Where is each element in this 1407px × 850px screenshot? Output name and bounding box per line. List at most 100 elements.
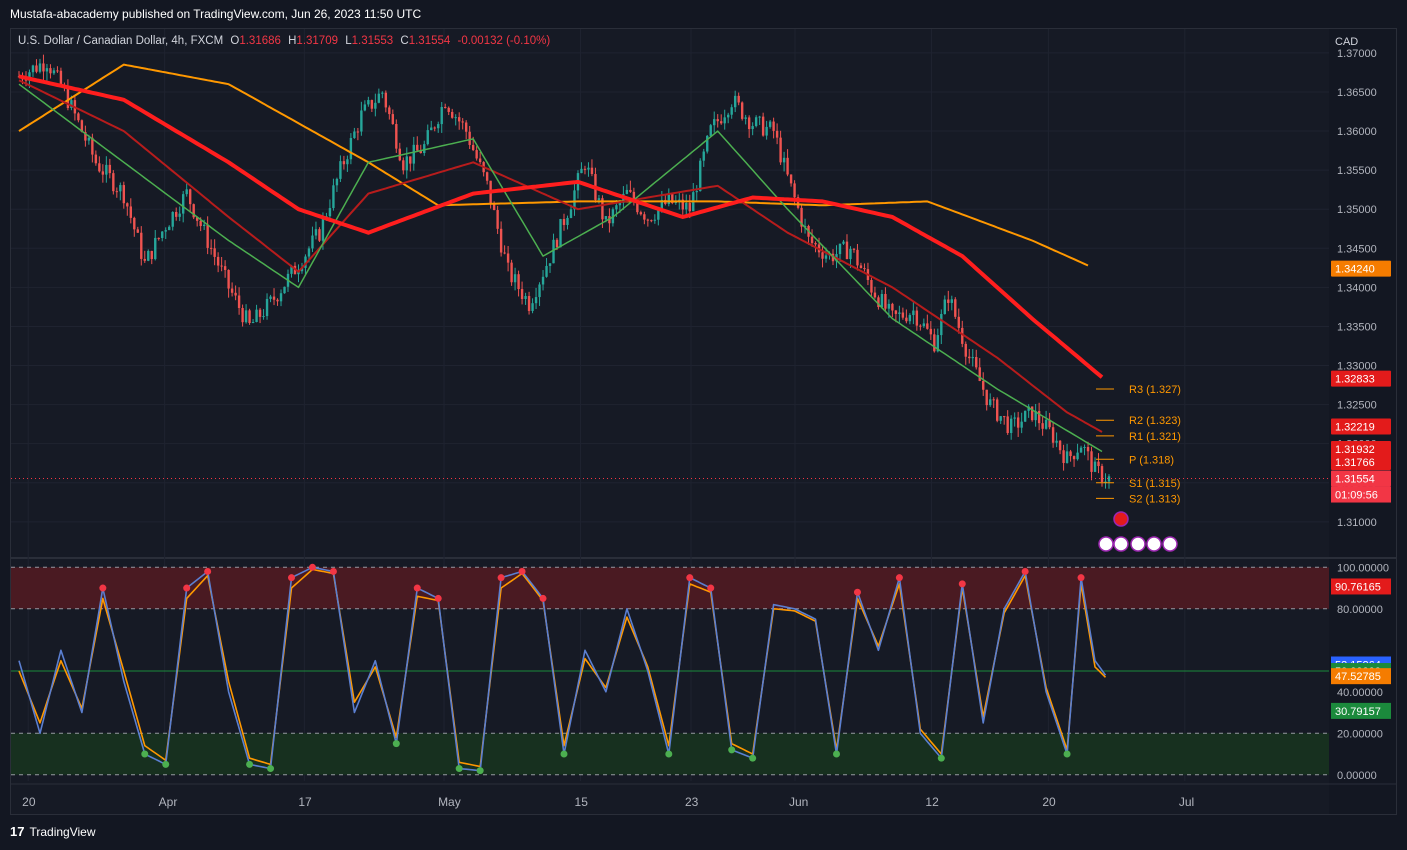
candle-down	[409, 156, 412, 164]
us-flag-event-icon[interactable]	[1113, 536, 1129, 552]
candle-up	[119, 185, 122, 192]
candle-up	[936, 335, 940, 352]
candle-up	[105, 164, 108, 175]
stoch-overbought-dot	[99, 584, 107, 592]
candle-down	[720, 121, 723, 124]
candle-down	[761, 116, 765, 136]
candle-down	[629, 189, 632, 192]
candle-up	[255, 309, 258, 322]
candle-up	[381, 92, 384, 94]
candle-up	[838, 243, 842, 255]
candle-up	[437, 124, 440, 129]
tradingview-logo[interactable]: 17 TradingView	[10, 824, 96, 839]
candle-up	[880, 294, 884, 308]
candle-up	[524, 296, 527, 300]
chart-frame[interactable]: 1.37000 1.36500 1.36000 1.35500 1.35000 1.345…	[10, 28, 1397, 815]
candle-down	[24, 79, 28, 81]
us-flag-event-icon[interactable]	[1162, 536, 1178, 552]
candle-down	[276, 299, 279, 302]
candle-up	[440, 106, 443, 125]
candle-up	[377, 93, 381, 103]
candle-down	[157, 237, 160, 239]
candle-up	[1055, 440, 1058, 443]
candle-down	[985, 389, 988, 406]
symbol-name[interactable]: U.S. Dollar / Canadian Dollar, 4h, FXCM	[18, 35, 224, 47]
stoch-k-line	[18, 566, 1107, 772]
y-tick-label: 1.34500	[1337, 243, 1377, 255]
candle-up	[898, 312, 901, 314]
candle-down	[1037, 411, 1041, 424]
candle-down	[873, 292, 877, 298]
candle-up	[569, 209, 573, 218]
candle-up	[754, 117, 758, 127]
price-label-badge	[1331, 260, 1391, 277]
candle-down	[1090, 451, 1093, 472]
candle-down	[49, 68, 52, 74]
top-bar: Mustafa-abacademy published on TradingVi…	[0, 0, 1407, 28]
countdown-badge	[1331, 486, 1391, 503]
candle-down	[681, 199, 684, 210]
candle-down	[1097, 461, 1100, 467]
candle-down	[877, 297, 880, 308]
us-flag-event-icon[interactable]	[1146, 536, 1162, 552]
candle-up	[922, 323, 926, 327]
x-tick-label: 17	[298, 795, 312, 809]
candle-up	[363, 104, 367, 111]
candle-up	[339, 161, 342, 179]
candle-down	[688, 202, 691, 212]
candle-down	[416, 144, 419, 151]
stoch-y-tick-label: 100.00000	[1337, 562, 1389, 574]
candle-down	[136, 229, 139, 233]
candle-down	[775, 130, 779, 138]
candle-down	[650, 220, 653, 222]
candle-down	[248, 310, 251, 323]
candle-down	[919, 325, 922, 327]
candle-up	[1009, 418, 1013, 433]
candle-down	[520, 289, 524, 300]
candle-up	[971, 357, 974, 359]
symbol-legend[interactable]: U.S. Dollar / Canadian Dollar, 4h, FXCM …	[18, 35, 554, 47]
stoch-overbought-dot	[183, 584, 191, 592]
candle-down	[475, 150, 478, 159]
stoch-overbought-dot	[1021, 567, 1029, 575]
candle-down	[870, 280, 873, 293]
candle-up	[349, 138, 353, 160]
candle-down	[601, 198, 604, 220]
stoch-value-badge	[1331, 668, 1391, 685]
us-flag-event-icon[interactable]	[1098, 536, 1114, 552]
us-flag-event-icon[interactable]	[1130, 536, 1146, 552]
candle-down	[318, 229, 321, 241]
canada-flag-event-icon[interactable]	[1113, 511, 1129, 527]
candle-up	[161, 231, 164, 238]
chart-canvas[interactable]: 1.37000 1.36500 1.36000 1.35500 1.35000 1.345…	[11, 29, 1396, 814]
candle-up	[566, 217, 569, 225]
countdown-text: 01:09:56	[1335, 490, 1378, 502]
candle-down	[499, 228, 503, 253]
sine-wave-line	[18, 63, 1089, 267]
candle-down	[894, 310, 898, 314]
candle-up	[311, 235, 314, 249]
x-tick-label: 15	[575, 795, 589, 809]
candle-down	[391, 114, 395, 125]
candle-up	[604, 216, 608, 220]
candle-down	[583, 168, 587, 170]
ohlc-low-value: 1.31553	[351, 35, 394, 47]
candle-down	[527, 296, 531, 311]
stoch-overbought-dot	[288, 574, 295, 582]
candle-down	[555, 239, 559, 248]
candle-down	[992, 399, 995, 401]
candle-down	[175, 212, 178, 217]
candle-up	[171, 212, 174, 227]
candle-up	[45, 68, 49, 72]
candle-up	[405, 156, 408, 171]
price-label-text: 1.31932	[1335, 444, 1375, 456]
stoch-overbought-dot	[413, 584, 421, 592]
price-label-badge	[1331, 470, 1391, 487]
candle-down	[671, 193, 674, 204]
candle-up	[423, 144, 426, 154]
stoch-overbought-dot	[434, 594, 442, 602]
ohlc-close-label: C	[400, 35, 409, 47]
candle-down	[77, 113, 80, 121]
candle-down	[845, 241, 849, 260]
stoch-value-text: 47.52785	[1335, 671, 1381, 683]
